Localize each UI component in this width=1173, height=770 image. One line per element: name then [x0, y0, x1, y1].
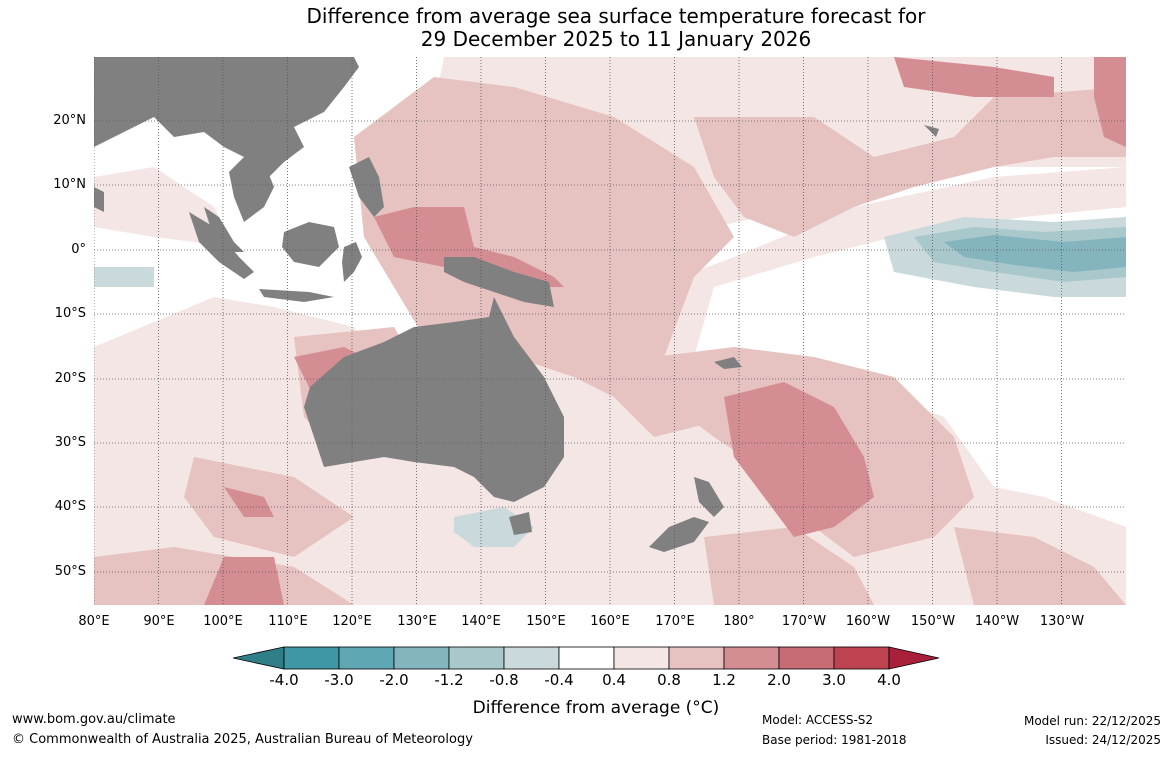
lon-label-130e: 130°E — [397, 614, 437, 629]
colorbar-end-high — [888, 646, 939, 670]
lat-label-30s: 30°S — [54, 435, 86, 450]
colorbar-tick-7: 0.8 — [657, 671, 681, 689]
lat-label-10n: 10°N — [53, 177, 86, 192]
colorbar-segment-6 — [613, 646, 670, 670]
colorbar-segment-10 — [833, 646, 890, 670]
colorbar-segment-3 — [448, 646, 505, 670]
java — [259, 289, 334, 302]
lat-label-50s: 50°S — [54, 564, 86, 579]
asia-landmass — [94, 57, 359, 177]
footer-issued: Issued: 24/12/2025 — [1045, 733, 1161, 747]
colorbar-segment-2 — [393, 646, 450, 670]
footer-copyright: © Commonwealth of Australia 2025, Austra… — [12, 732, 473, 747]
lat-label-20s: 20°S — [54, 371, 86, 386]
malay-peninsula — [204, 207, 244, 252]
colorbar-label: Difference from average (°C) — [472, 698, 720, 718]
indochina — [229, 157, 274, 222]
colorbar-segment-4 — [503, 646, 560, 670]
colorbar-segment-9 — [778, 646, 835, 670]
philippines — [349, 157, 384, 217]
lon-label-100e: 100°E — [203, 614, 243, 629]
lon-label-140w: 140°W — [974, 614, 1020, 629]
new-zealand-north — [694, 477, 724, 517]
colorbar-tick-3: -1.2 — [434, 671, 464, 689]
colorbar-end-low — [233, 646, 285, 670]
lat-label-equator: 0° — [71, 242, 86, 257]
lon-label-130w: 130°W — [1039, 614, 1085, 629]
lon-label-160w: 160°W — [845, 614, 891, 629]
colorbar-tick-11: 4.0 — [877, 671, 901, 689]
colorbar-segment-7 — [668, 646, 725, 670]
borneo — [282, 222, 339, 267]
colorbar-segment-8 — [723, 646, 780, 670]
colorbar-segment-1 — [338, 646, 395, 670]
colorbar-tick-0: -4.0 — [269, 671, 299, 689]
lat-label-40s: 40°S — [54, 499, 86, 514]
footer-model: Model: ACCESS-S2 — [762, 713, 874, 727]
lat-label-20n: 20°N — [53, 113, 86, 128]
lon-label-140e: 140°E — [461, 614, 501, 629]
lon-label-170w: 170°W — [781, 614, 827, 629]
lon-label-150w: 150°W — [910, 614, 956, 629]
land-masses — [94, 57, 939, 552]
lat-label-10s: 10°S — [54, 306, 86, 321]
lon-label-150e: 150°E — [526, 614, 566, 629]
lon-label-170e: 170°E — [655, 614, 695, 629]
map-title-line2: 29 December 2025 to 11 January 2026 — [420, 27, 812, 51]
anomaly-moderate-cool — [944, 235, 1126, 272]
colorbar-tick-6: 0.4 — [602, 671, 626, 689]
colorbar-tick-10: 3.0 — [822, 671, 846, 689]
colorbar — [233, 646, 939, 670]
lon-label-120e: 120°E — [332, 614, 372, 629]
colorbar-tick-5: -0.4 — [544, 671, 574, 689]
graticule — [94, 57, 1126, 605]
footer-base-period: Base period: 1981-2018 — [762, 733, 907, 747]
colorbar-tick-2: -2.0 — [379, 671, 409, 689]
sst-anomaly-map — [94, 57, 1126, 605]
lon-label-90e: 90°E — [143, 614, 175, 629]
footer-url: www.bom.gov.au/climate — [12, 712, 176, 727]
colorbar-tick-9: 2.0 — [767, 671, 791, 689]
colorbar-tick-4: -0.8 — [489, 671, 519, 689]
colorbar-tick-8: 1.2 — [712, 671, 736, 689]
new-zealand-south — [649, 517, 709, 552]
map-title-line1: Difference from average sea surface temp… — [306, 4, 926, 28]
lon-label-160e: 160°E — [590, 614, 630, 629]
sumatra — [189, 212, 254, 279]
new-guinea — [444, 257, 554, 307]
colorbar-tick-1: -3.0 — [324, 671, 354, 689]
australia — [304, 297, 564, 502]
lon-label-80e: 80°E — [78, 614, 110, 629]
colorbar-segment-0 — [283, 646, 340, 670]
lon-label-110e: 110°E — [268, 614, 308, 629]
tasmania — [509, 512, 532, 535]
footer-model-run: Model run: 22/12/2025 — [1023, 714, 1161, 728]
lon-label-180: 180° — [723, 614, 755, 629]
colorbar-segment-5 — [558, 646, 615, 670]
